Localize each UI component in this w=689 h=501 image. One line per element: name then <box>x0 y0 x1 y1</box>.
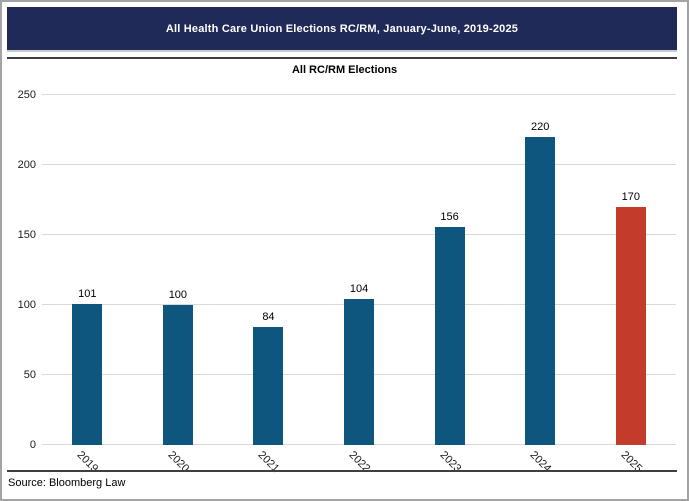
bar-2025 <box>615 207 646 445</box>
y-tick-label-200: 200 <box>17 159 36 171</box>
y-tick-label-250: 250 <box>17 89 36 101</box>
bar-column-2024: 220 2024 <box>495 95 586 475</box>
bar-2024 <box>525 137 556 445</box>
bar-2022 <box>344 299 375 445</box>
bar-column-2022: 104 2022 <box>314 95 405 475</box>
bar-column-2021: 84 2021 <box>223 95 314 475</box>
report-header-banner: All Health Care Union Elections RC/RM, J… <box>7 7 677 50</box>
bar-chart: 101 2019 100 2020 84 2021 104 2022 156 2023 220 202… <box>2 84 687 475</box>
bar-2019 <box>72 303 103 445</box>
source-note: Source: Bloomberg Law <box>8 477 126 489</box>
y-tick-label-50: 50 <box>23 369 36 381</box>
footer-divider <box>7 470 677 472</box>
y-tick-label-150: 150 <box>17 229 36 241</box>
bar-2020 <box>162 305 193 445</box>
header-divider <box>7 57 677 59</box>
gridline-200 <box>42 164 676 165</box>
chart-title: All RC/RM Elections <box>291 64 398 76</box>
value-label-2020: 100 <box>168 289 188 301</box>
report-title: All Health Care Union Elections RC/RM, J… <box>165 22 519 35</box>
value-label-2025: 170 <box>621 191 640 203</box>
value-label-2022: 104 <box>349 283 369 296</box>
bar-column-2023: 156 2023 <box>404 95 495 475</box>
bar-column-2025: 170 2025 <box>585 95 676 475</box>
bar-column-2019: 101 2019 <box>42 95 133 475</box>
value-label-2024: 220 <box>531 121 550 133</box>
value-label-2023: 156 <box>440 210 459 223</box>
value-label-2019: 101 <box>78 287 97 300</box>
bar-column-2020: 100 2020 <box>133 95 224 475</box>
bar-columns: 101 2019 100 2020 84 2021 104 2022 156 2023 220 202… <box>42 95 676 475</box>
value-label-2021: 84 <box>262 311 275 324</box>
bar-2021 <box>253 327 284 445</box>
y-tick-label-100: 100 <box>17 299 36 311</box>
bar-2023 <box>434 226 465 445</box>
gridline-250 <box>42 94 676 95</box>
plot-area: 101 2019 100 2020 84 2021 104 2022 156 2023 220 202… <box>42 94 676 475</box>
y-tick-label-0: 0 <box>29 439 36 451</box>
gridline-150 <box>42 234 676 235</box>
